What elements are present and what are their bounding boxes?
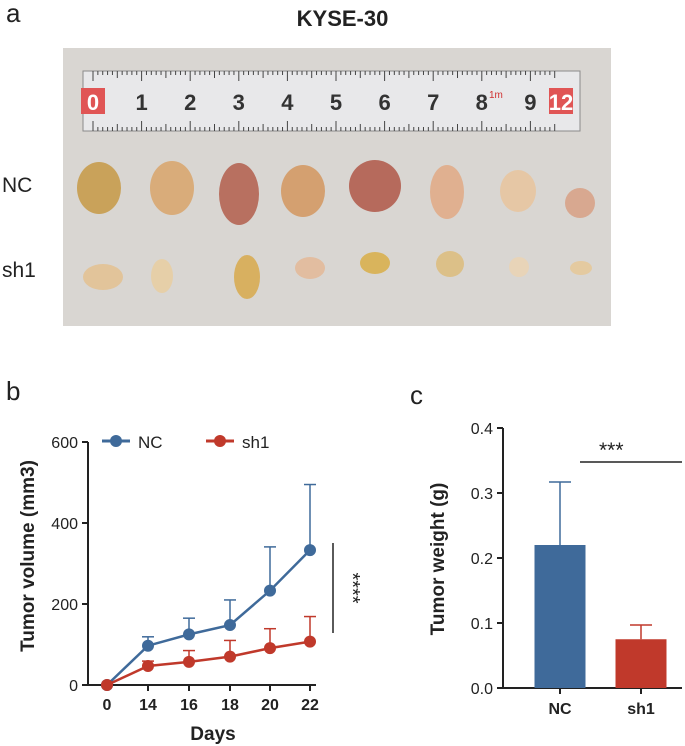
b-x-tick-label: 0 xyxy=(103,697,112,714)
c-y-axis-label: Tumor weight (g) xyxy=(428,483,449,636)
nc-tumors xyxy=(77,160,595,225)
ruler xyxy=(82,70,581,132)
series-line-sh1 xyxy=(106,640,311,687)
ruler-label: 1 xyxy=(135,90,147,115)
c-y-tick-label: 0.1 xyxy=(471,616,493,633)
ruler-label: 9 xyxy=(524,90,536,115)
legend-sh1-label: sh1 xyxy=(242,433,269,452)
point-nc xyxy=(264,584,276,597)
ruler-label: 3 xyxy=(233,90,245,115)
c-x-tick-label: sh1 xyxy=(627,701,655,718)
panel-letter-b: b xyxy=(6,376,21,406)
b-x-tick-label: 22 xyxy=(301,697,319,714)
tumor-photo: 0 1 2 3 4 5 6 7 8 9 12 1m xyxy=(63,48,611,326)
ruler-ticks xyxy=(92,71,556,131)
point-sh1 xyxy=(142,659,154,672)
b-y-tick-label: 400 xyxy=(51,516,78,533)
tumor-weight-bar-chart: Tumor weight (g) 0.0 0.1 0.2 0.3 0.4 NC sh1 *… xyxy=(428,421,682,718)
ruler-red-marker xyxy=(81,88,105,114)
b-y-tick-label: 0 xyxy=(69,678,78,695)
legend-nc-marker xyxy=(110,435,122,447)
b-axes xyxy=(87,442,316,686)
b-legend: NC sh1 xyxy=(102,433,269,452)
c-significance-stars: *** xyxy=(599,439,624,462)
ruler-labels: 0 1 2 3 4 5 6 7 8 9 12 xyxy=(81,88,573,115)
point-nc xyxy=(224,619,236,632)
ruler-label: 2 xyxy=(184,90,196,115)
b-x-tick-label: 18 xyxy=(221,697,239,714)
ruler-label: 0 xyxy=(87,90,99,115)
point-sh1 xyxy=(183,655,195,668)
panel-letter-c: c xyxy=(410,380,423,410)
bar-nc xyxy=(534,545,586,688)
b-x-axis-label: Days xyxy=(190,724,235,745)
row-label-sh1: sh1 xyxy=(2,259,36,282)
b-ticks: 0 200 400 600 0 14 16 18 20 22 xyxy=(51,435,319,714)
tumor-photo-drawing: 0 1 2 3 4 5 6 7 8 9 12 1m xyxy=(77,70,595,299)
ruler-label: 6 xyxy=(378,90,390,115)
ruler-label: 5 xyxy=(330,90,342,115)
sh1-tumors xyxy=(83,251,592,299)
b-x-tick-label: 14 xyxy=(139,697,157,714)
legend-nc-label: NC xyxy=(138,433,163,452)
tumor-volume-line-chart: Tumor volume (mm3) Days 0 200 400 600 0 14 16 1… xyxy=(18,433,363,745)
point-nc xyxy=(183,628,195,641)
c-y-tick-label: 0.4 xyxy=(471,421,493,438)
b-y-tick-label: 200 xyxy=(51,597,78,614)
point-sh1 xyxy=(304,635,316,648)
point-sh1 xyxy=(264,642,276,655)
c-bars: NC sh1 xyxy=(534,481,667,718)
b-series xyxy=(101,483,316,691)
ruler-unit-label: 1m xyxy=(489,90,503,101)
c-y-tick-label: 0.2 xyxy=(471,551,493,568)
c-ticks: 0.0 0.1 0.2 0.3 0.4 xyxy=(471,421,503,698)
figure-title: KYSE-30 xyxy=(296,6,389,31)
ruler-label: 12 xyxy=(549,90,573,115)
b-x-tick-label: 16 xyxy=(180,697,198,714)
point-nc xyxy=(142,639,154,652)
b-significance-stars: **** xyxy=(341,572,363,603)
legend-sh1-marker xyxy=(214,435,226,447)
ruler-label: 8 xyxy=(476,90,488,115)
point-sh1 xyxy=(224,650,236,663)
ruler-label: 4 xyxy=(281,90,294,115)
c-x-tick-label: NC xyxy=(548,701,572,718)
ruler-red-marker xyxy=(549,88,573,114)
point-nc xyxy=(304,544,316,557)
b-x-tick-label: 20 xyxy=(261,697,279,714)
panel-letter-a: a xyxy=(6,0,21,28)
point-sh1 xyxy=(101,679,113,691)
row-label-nc: NC xyxy=(2,174,33,197)
b-y-axis-label: Tumor volume (mm3) xyxy=(18,460,39,652)
c-y-tick-label: 0.0 xyxy=(471,681,493,698)
ruler-label: 7 xyxy=(427,90,439,115)
series-line-nc xyxy=(106,549,311,686)
c-y-tick-label: 0.3 xyxy=(471,486,493,503)
bar-sh1 xyxy=(615,639,667,688)
b-y-tick-label: 600 xyxy=(51,435,78,452)
